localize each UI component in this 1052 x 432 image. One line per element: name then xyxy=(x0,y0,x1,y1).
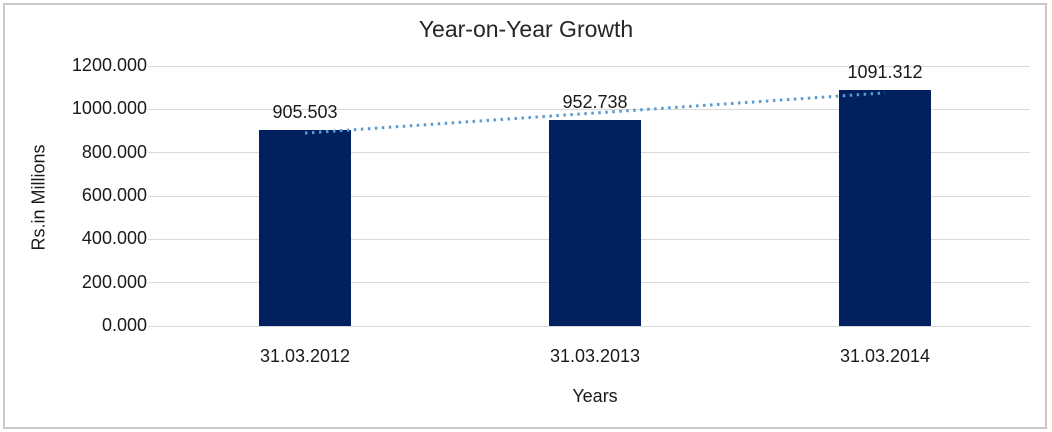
bar-value-label: 952.738 xyxy=(562,91,628,112)
trendline xyxy=(304,91,886,135)
gridline xyxy=(160,108,1030,110)
y-tick-label: 800.000 xyxy=(81,141,147,162)
x-axis-title: Years xyxy=(572,386,618,406)
y-tick-label: 1000.000 xyxy=(71,98,147,119)
bar xyxy=(259,129,351,326)
x-tick-label: 31.03.2014 xyxy=(839,346,931,366)
bar xyxy=(839,89,931,326)
y-tick-mark xyxy=(148,108,160,110)
y-tick-mark xyxy=(148,325,160,327)
y-tick-mark xyxy=(148,65,160,67)
y-tick-label: 400.000 xyxy=(81,228,147,249)
gridline xyxy=(160,325,1030,327)
y-tick-label: 1200.000 xyxy=(71,55,147,75)
bar-value-label: 1091.312 xyxy=(847,61,923,82)
bar xyxy=(549,119,641,326)
gridline xyxy=(160,65,1030,67)
bar-value-label: 905.503 xyxy=(272,101,338,122)
y-tick-label: 0.000 xyxy=(101,315,147,335)
plot-area xyxy=(148,65,1030,327)
y-tick-mark xyxy=(148,152,160,154)
x-tick-label: 31.03.2013 xyxy=(549,346,641,366)
y-tick-mark xyxy=(148,195,160,197)
y-tick-label: 200.000 xyxy=(81,271,147,292)
x-tick-label: 31.03.2012 xyxy=(259,346,351,366)
y-tick-mark xyxy=(148,282,160,284)
y-tick-label: 600.000 xyxy=(81,185,147,205)
y-tick-mark xyxy=(148,238,160,240)
chart-title: Year-on-Year Growth xyxy=(418,16,634,42)
